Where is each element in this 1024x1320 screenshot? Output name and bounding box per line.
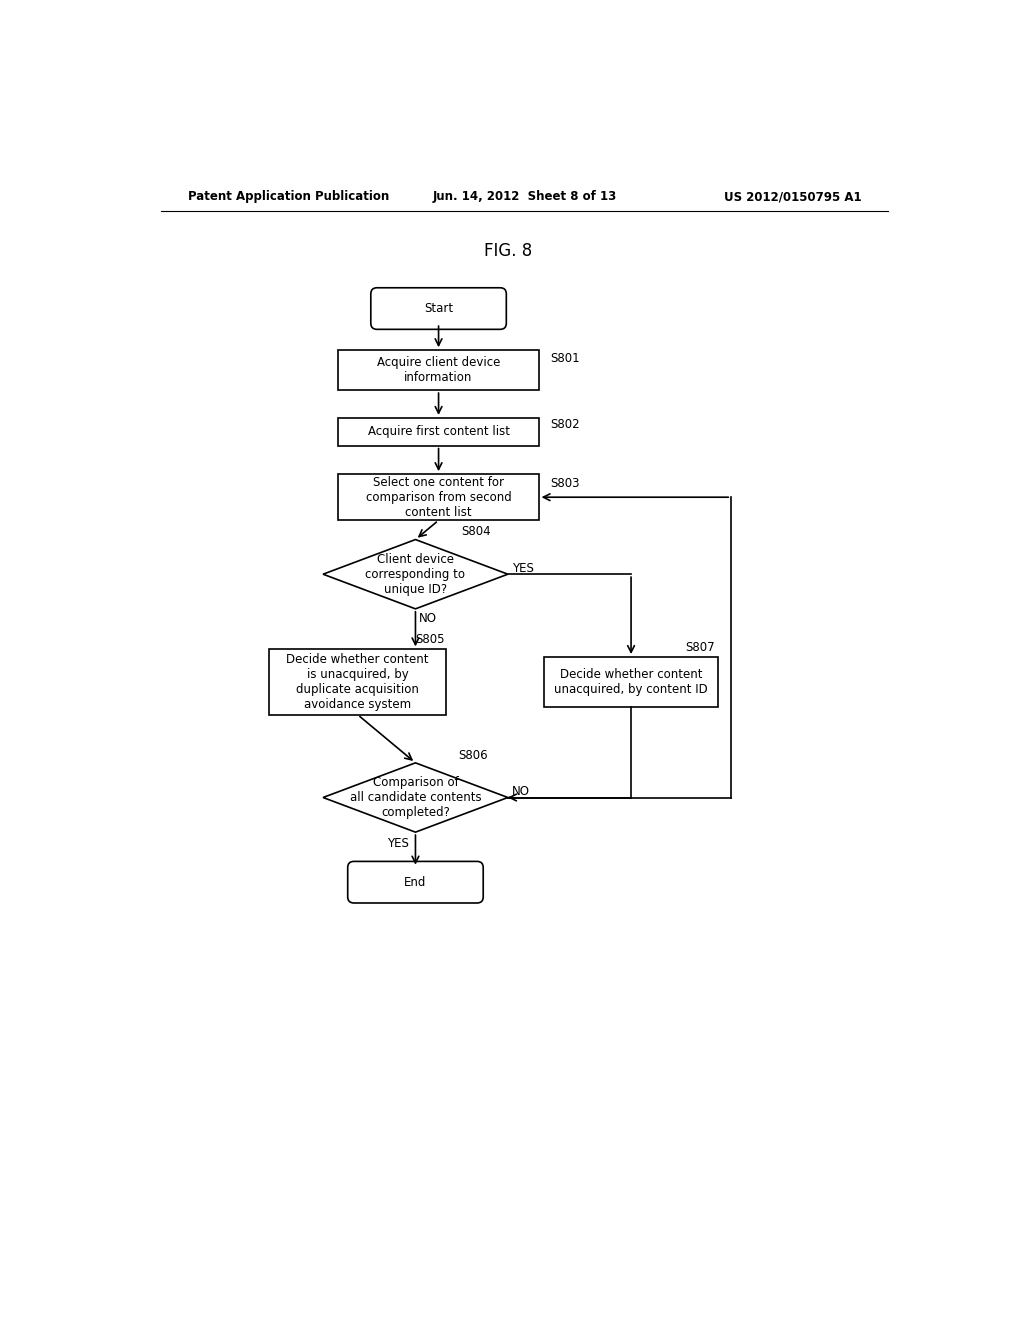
Text: End: End [404,875,427,888]
Text: NO: NO [512,785,529,797]
Bar [545,657,718,708]
Text: S807: S807 [685,640,715,653]
Text: S804: S804 [462,525,492,539]
Text: Decide whether content
is unacquired, by
duplicate acquisition
avoidance system: Decide whether content is unacquired, by… [287,653,429,711]
Text: FIG. 8: FIG. 8 [483,242,532,260]
Text: Jun. 14, 2012  Sheet 8 of 13: Jun. 14, 2012 Sheet 8 of 13 [433,190,616,203]
Polygon shape [323,540,508,609]
Text: Patent Application Publication: Patent Application Publication [188,190,389,203]
Text: Comparison of
all candidate contents
completed?: Comparison of all candidate contents com… [349,776,481,818]
Text: S806: S806 [458,748,487,762]
Text: Start: Start [424,302,454,315]
Text: YES: YES [387,837,410,850]
Text: S802: S802 [550,417,580,430]
Text: S801: S801 [550,352,580,366]
Text: US 2012/0150795 A1: US 2012/0150795 A1 [724,190,862,203]
Text: Acquire client device
information: Acquire client device information [377,356,501,384]
Polygon shape [323,763,508,832]
Text: NO: NO [419,612,437,626]
Text: S805: S805 [416,634,445,647]
Bar [339,474,539,520]
FancyBboxPatch shape [371,288,506,330]
Text: YES: YES [512,561,534,574]
Bar [269,649,446,714]
Bar [339,418,539,446]
Text: Decide whether content
unacquired, by content ID: Decide whether content unacquired, by co… [554,668,708,696]
Text: Select one content for
comparison from second
content list: Select one content for comparison from s… [366,475,511,519]
FancyBboxPatch shape [348,862,483,903]
Bar [339,350,539,391]
Text: Client device
corresponding to
unique ID?: Client device corresponding to unique ID… [366,553,466,595]
Text: S803: S803 [550,477,580,490]
Text: Acquire first content list: Acquire first content list [368,425,510,438]
